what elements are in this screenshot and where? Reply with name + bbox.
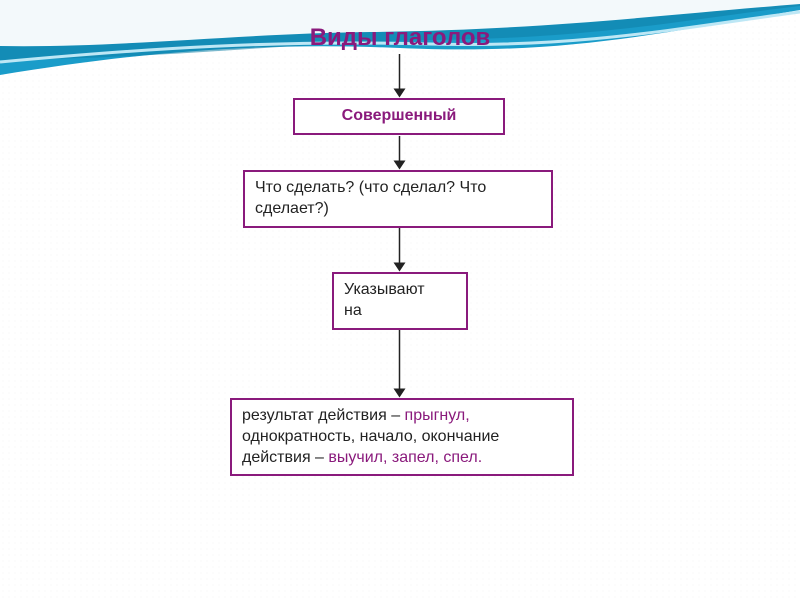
box-result-pre: результат действия – [242,407,405,424]
box-questions: Что сделать? (что сделал? Что сделает?) [243,170,553,228]
diagram-title: Виды глаголов [0,24,800,52]
box-indicate-line1: Указывают [344,280,456,301]
box-questions-text: Что сделать? (что сделал? Что сделает?) [255,179,486,217]
box-indicate: Указывают на [332,272,468,330]
box-result-hl1: прыгнул, [405,407,470,424]
box-perfective-label: Совершенный [342,107,457,124]
box-result: результат действия – прыгнул, однократно… [230,398,574,476]
box-indicate-line2: на [344,301,456,322]
box-perfective: Совершенный [293,98,505,135]
box-result-hl2: выучил, запел, спел. [328,449,482,466]
